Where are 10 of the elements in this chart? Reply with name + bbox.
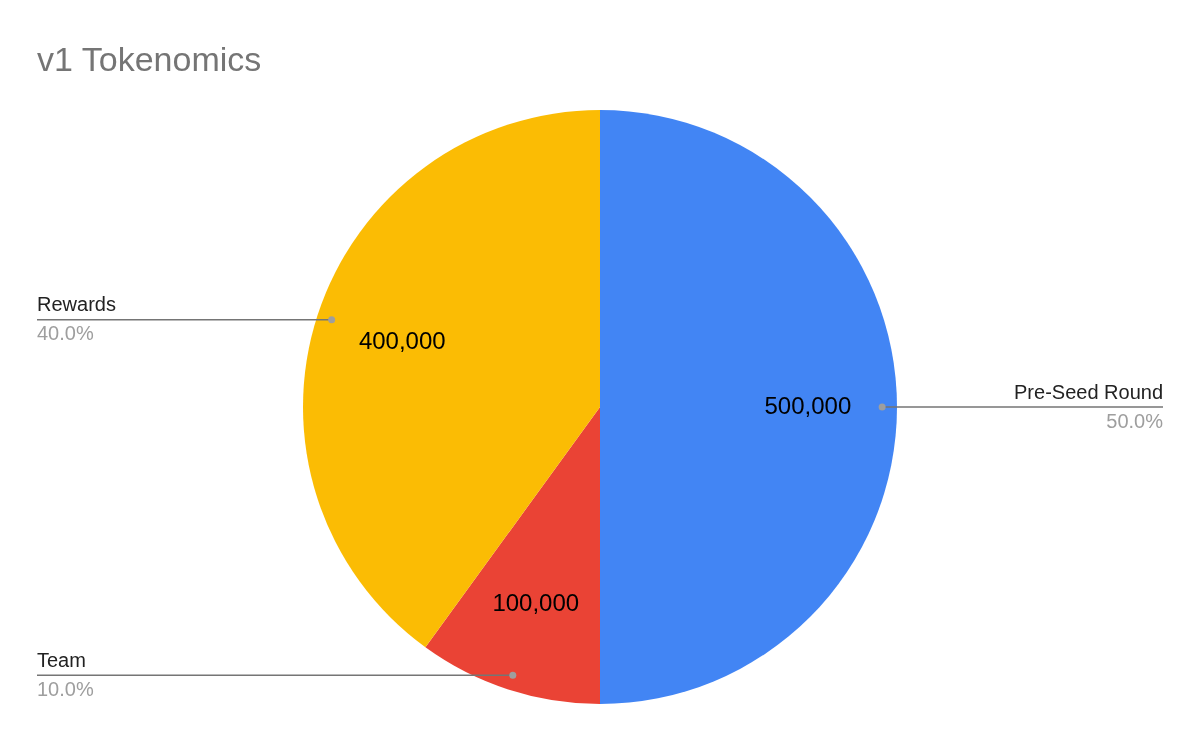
data-label: 100,000: [492, 589, 580, 617]
text: 10.0%: [37, 677, 94, 700]
text: 40.0%: [37, 322, 94, 345]
chart-title: v1 Tokenomics: [37, 40, 262, 79]
data-label: 400,000: [358, 327, 446, 355]
slice-label: Team: [37, 648, 86, 671]
slice-label: Rewards: [37, 293, 116, 316]
text: 50.0%: [1106, 409, 1163, 432]
data-label: 500,000: [764, 391, 852, 419]
slice-label: Pre-Seed Round: [1014, 380, 1163, 403]
